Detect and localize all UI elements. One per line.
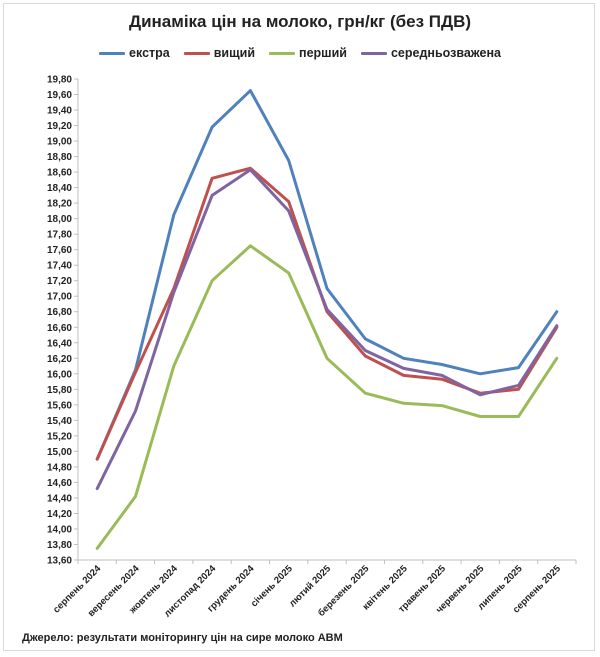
y-tick-label: 14,60 (47, 478, 72, 489)
y-tick-label: 15,60 (47, 400, 72, 411)
y-tick-label: 16,00 (47, 369, 72, 380)
chart-title: Динаміка цін на молоко, грн/кг (без ПДВ) (128, 12, 472, 31)
y-tick-label: 16,20 (47, 354, 72, 365)
legend-label: перший (299, 46, 347, 60)
y-tick-label: 18,40 (47, 183, 72, 194)
y-tick-label: 19,00 (47, 137, 72, 148)
y-tick-label: 14,20 (47, 509, 72, 520)
series-line-3 (95, 244, 559, 550)
legend-swatch (99, 51, 126, 55)
y-tick-label: 14,40 (47, 493, 72, 504)
series-line-1 (95, 89, 559, 461)
y-tick-label: 16,80 (47, 307, 72, 318)
source-note: Джерело: результати моніторингу цін на с… (22, 632, 343, 644)
y-tick-label: 15,20 (47, 431, 72, 442)
y-tick-label: 19,60 (47, 90, 72, 101)
y-tick-label: 17,20 (47, 276, 72, 287)
y-tick-label: 16,60 (47, 323, 72, 334)
y-tick-label: 18,20 (47, 199, 72, 210)
y-tick-label: 17,00 (47, 292, 72, 303)
legend-swatch (269, 51, 296, 55)
legend-item-1: екстра (99, 46, 170, 60)
y-tick-label: 15,00 (47, 447, 72, 458)
y-tick-label: 19,80 (47, 75, 72, 86)
legend-item-4: середньозважена (360, 46, 501, 60)
series-line-4 (95, 168, 559, 491)
legend-swatch (360, 51, 387, 55)
y-tick-label: 13,60 (47, 556, 72, 567)
y-tick-label: 15,40 (47, 416, 72, 427)
y-tick-label: 14,80 (47, 462, 72, 473)
legend-label: вищий (213, 46, 256, 60)
legend-item-3: перший (269, 46, 347, 60)
y-tick-label: 18,60 (47, 168, 72, 179)
y-tick-label: 13,80 (47, 540, 72, 551)
y-tick-label: 17,40 (47, 261, 72, 272)
legend-swatch (183, 51, 210, 55)
y-tick-label: 15,80 (47, 385, 72, 396)
y-tick-label: 19,20 (47, 121, 72, 132)
legend-label: екстра (129, 46, 170, 60)
legend-label: середньозважена (390, 46, 501, 60)
y-tick-label: 18,80 (47, 152, 72, 163)
y-tick-label: 16,40 (47, 338, 72, 349)
y-tick-label: 19,40 (47, 106, 72, 117)
legend-item-2: вищий (183, 46, 256, 60)
legend: екстра вищий перший середньозважена (0, 46, 600, 60)
y-tick-label: 14,00 (47, 524, 72, 535)
y-tick-label: 18,00 (47, 214, 72, 225)
y-tick-label: 17,60 (47, 245, 72, 256)
y-tick-label: 17,80 (47, 230, 72, 241)
